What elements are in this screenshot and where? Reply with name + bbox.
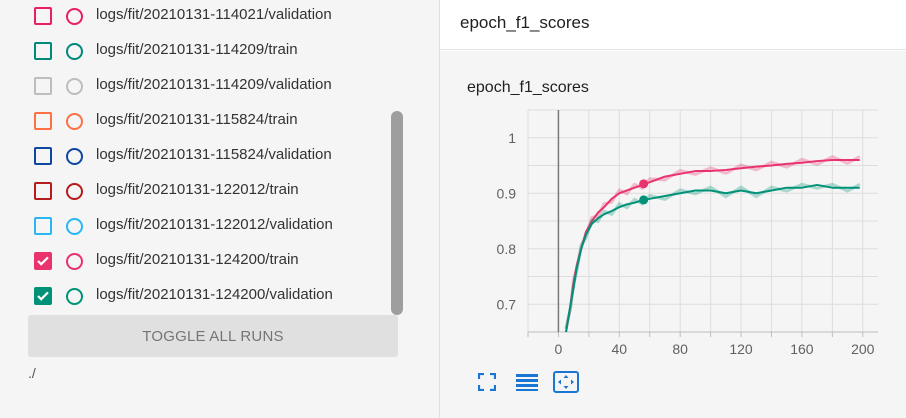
run-color-swatch[interactable] (66, 218, 83, 235)
run-label: logs/fit/20210131-115824/validation (96, 146, 332, 163)
chart-card (440, 51, 906, 418)
run-label: logs/fit/20210131-114209/train (96, 41, 298, 58)
run-row[interactable]: logs/fit/20210131-122012/validation (0, 210, 400, 245)
line-chart[interactable]: 0 40 80 120 160 200 0.7 0.8 0.9 1 (440, 100, 906, 365)
run-checkbox[interactable] (34, 7, 52, 25)
y-tick-label: 0.9 (497, 185, 517, 201)
card-header-title: epoch_f1_scores (460, 13, 590, 32)
run-checkbox[interactable] (34, 252, 52, 270)
y-tick-label: 1 (508, 130, 516, 146)
run-row[interactable]: logs/fit/20210131-114021/validation (0, 0, 400, 35)
x-tick-label: 40 (612, 341, 628, 357)
run-row[interactable]: logs/fit/20210131-124200/validation (0, 280, 400, 315)
run-color-swatch[interactable] (66, 78, 83, 95)
run-row[interactable]: logs/fit/20210131-122012/train (0, 175, 400, 210)
run-label: logs/fit/20210131-115824/train (96, 111, 298, 128)
run-color-swatch[interactable] (66, 148, 83, 165)
run-color-swatch[interactable] (66, 43, 83, 60)
y-tick-label: 0.8 (497, 241, 517, 257)
run-row[interactable]: logs/fit/20210131-115824/validation (0, 140, 400, 175)
run-row[interactable]: logs/fit/20210131-114209/validation (0, 70, 400, 105)
run-row[interactable]: logs/fit/20210131-124200/train (0, 245, 400, 280)
y-tick-label: 0.7 (497, 296, 517, 312)
run-color-swatch[interactable] (66, 183, 83, 200)
x-tick-label: 200 (851, 341, 875, 357)
fit-domain-icon[interactable] (553, 369, 579, 395)
series-line (565, 183, 860, 332)
run-color-swatch[interactable] (66, 253, 83, 270)
run-color-swatch[interactable] (66, 113, 83, 130)
run-label: logs/fit/20210131-114209/validation (96, 76, 332, 93)
series-hover-marker (639, 195, 649, 205)
log-directory-path: ./ (28, 365, 36, 381)
run-color-swatch[interactable] (66, 8, 83, 25)
x-tick-label: 0 (555, 341, 563, 357)
run-checkbox[interactable] (34, 42, 52, 60)
run-checkbox[interactable] (34, 77, 52, 95)
scrollbar-thumb[interactable] (391, 111, 403, 315)
chart-title: epoch_f1_scores (467, 79, 589, 96)
x-tick-label: 80 (672, 341, 688, 357)
run-row[interactable]: logs/fit/20210131-115824/train (0, 105, 400, 140)
x-tick-label: 120 (729, 341, 753, 357)
run-label: logs/fit/20210131-124200/validation (96, 286, 333, 303)
runs-sidebar: logs/fit/20210131-114021/validation logs/… (0, 0, 440, 418)
series-hover-marker (639, 179, 649, 189)
series-raw-line (564, 182, 861, 329)
x-tick-label: 160 (790, 341, 814, 357)
card-header: epoch_f1_scores (440, 0, 906, 50)
run-label: logs/fit/20210131-122012/validation (96, 216, 333, 233)
run-row[interactable]: logs/fit/20210131-114209/train (0, 35, 400, 70)
run-checkbox[interactable] (34, 147, 52, 165)
toggle-all-runs-button[interactable]: TOGGLE ALL RUNS (28, 315, 398, 357)
run-color-swatch[interactable] (66, 288, 83, 305)
fullscreen-icon[interactable] (474, 369, 500, 395)
run-label: logs/fit/20210131-114021/validation (96, 6, 332, 23)
run-checkbox[interactable] (34, 217, 52, 235)
run-checkbox[interactable] (34, 182, 52, 200)
run-checkbox[interactable] (34, 287, 52, 305)
toggle-log-scale-icon[interactable] (514, 369, 540, 395)
run-label: logs/fit/20210131-122012/train (96, 181, 299, 198)
series-raw-line (564, 154, 861, 329)
run-checkbox[interactable] (34, 112, 52, 130)
run-label: logs/fit/20210131-124200/train (96, 251, 299, 268)
